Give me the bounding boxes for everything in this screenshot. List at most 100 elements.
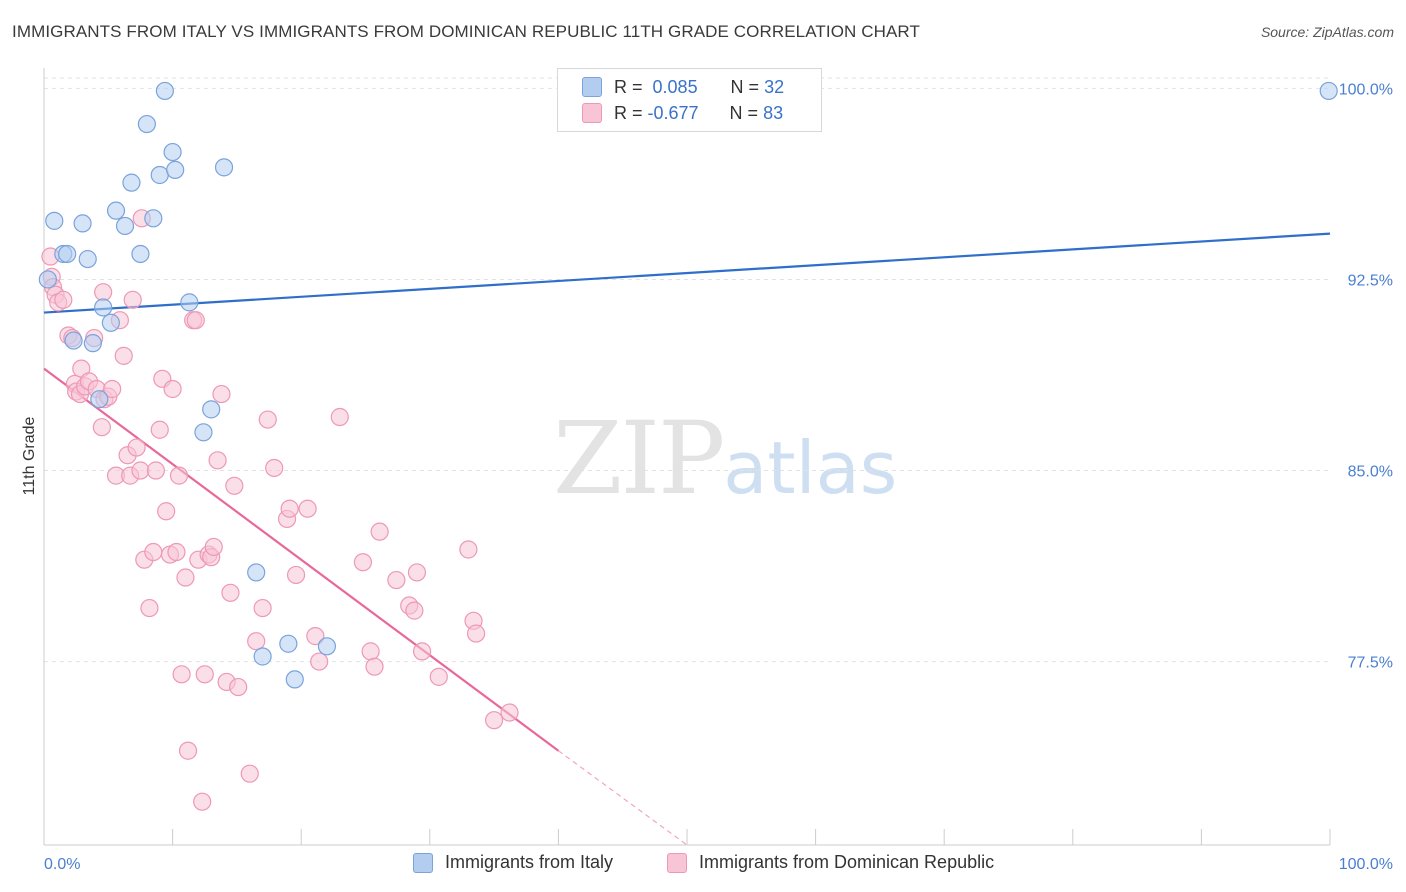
data-point-italy (38, 270, 57, 289)
data-point-dr (310, 652, 329, 671)
chart-title: IMMIGRANTS FROM ITALY VS IMMIGRANTS FROM… (12, 22, 920, 41)
data-point-dr (306, 627, 325, 646)
stats-n-value: 83 (763, 102, 784, 123)
data-point-italy (214, 158, 234, 177)
data-point-dr (103, 379, 122, 399)
data-point-dr (140, 598, 159, 618)
data-point-dr (186, 311, 205, 330)
data-point-italy (78, 249, 97, 269)
data-point-italy (45, 211, 64, 230)
watermark: ZIPatlas (553, 400, 897, 517)
legend-swatch-italy (413, 852, 433, 873)
data-point-italy (150, 165, 169, 185)
data-point-italy (247, 563, 266, 582)
trend-line-extension-dr (558, 750, 688, 846)
data-point-italy (94, 298, 113, 317)
data-point-italy (253, 647, 272, 666)
watermark-zip: ZIP (553, 400, 725, 517)
legend-item-dr[interactable]: Immigrants from Dominican Republic (667, 852, 994, 873)
data-point-italy (137, 114, 156, 134)
stats-legend: R = 0.085 N = 32 R = -0.677 N = 83 (557, 68, 822, 132)
data-point-dr (353, 553, 373, 572)
data-point-italy (163, 142, 182, 162)
data-point-italy (131, 244, 150, 264)
data-point-italy (64, 331, 83, 350)
data-point-dr (204, 537, 223, 557)
data-point-italy (285, 670, 304, 689)
data-point-dr (131, 461, 150, 480)
stats-n-value: 32 (764, 76, 785, 97)
data-point-dr (412, 642, 432, 661)
legend-label-dr: Immigrants from Dominican Republic (699, 852, 995, 872)
y-tick-label: 77.5% (1348, 655, 1393, 672)
stats-swatch-dr (582, 103, 602, 123)
trend-lines (43, 232, 1331, 846)
data-point-dr (123, 290, 142, 309)
grid-lines (44, 77, 1330, 663)
data-point-dr (54, 290, 73, 309)
data-point-dr (387, 570, 406, 590)
data-point-italy (202, 400, 221, 419)
data-point-dr (407, 563, 427, 582)
data-point-dr (167, 542, 186, 562)
stats-n-label: N = (730, 76, 760, 97)
data-point-dr (221, 583, 240, 602)
data-point-dr (229, 677, 248, 697)
trend-line-italy (43, 232, 1331, 314)
data-point-dr (365, 657, 384, 676)
data-point-italy (58, 244, 77, 264)
data-point-italy (106, 201, 126, 220)
data-point-italy (155, 81, 174, 101)
data-point-dr (485, 711, 504, 730)
data-point-dr (429, 667, 448, 686)
stats-r-value: 0.085 (652, 76, 698, 97)
data-point-dr (208, 451, 227, 470)
y-tick-label: 100.0% (1339, 81, 1393, 98)
data-point-italy (194, 423, 213, 442)
data-point-italy (122, 173, 141, 192)
data-point-dr (127, 438, 146, 457)
data-point-dr (212, 384, 231, 404)
chart-source: Source: ZipAtlas.com (1260, 24, 1394, 40)
data-point-italy (83, 334, 102, 353)
legend-item-italy[interactable]: Immigrants from Italy (413, 852, 613, 873)
data-point-dr (265, 458, 284, 478)
data-point-italy (1319, 81, 1338, 101)
data-point-dr (172, 665, 191, 684)
y-axis-label: 11th Grade (21, 416, 38, 495)
data-point-dr (225, 476, 244, 495)
tick-labels: 77.5% 85.0% 92.5% 100.0% 0.0% 100.0% (44, 81, 1393, 873)
data-point-italy (73, 214, 92, 233)
stats-row-italy: R = 0.085 N = 32 (582, 74, 784, 100)
data-point-dr (144, 542, 163, 562)
y-tick-label: 85.0% (1348, 464, 1393, 481)
trend-line-dr (43, 367, 560, 752)
data-point-dr (146, 461, 165, 480)
data-point-dr (157, 502, 176, 521)
data-point-dr (114, 346, 133, 365)
legend-swatch-dr (667, 852, 687, 873)
data-point-dr (163, 379, 182, 399)
stats-swatch-italy (582, 77, 602, 97)
data-point-italy (317, 637, 337, 656)
data-point-dr (258, 410, 277, 429)
data-point-dr (94, 283, 113, 302)
bottom-legend: Immigrants from Italy Immigrants from Do… (0, 850, 1406, 880)
data-point-dr (298, 499, 317, 518)
legend-label-italy: Immigrants from Italy (445, 852, 614, 872)
data-point-italy (166, 160, 185, 180)
data-point-italy (90, 390, 109, 409)
data-point-italy (144, 209, 163, 228)
data-point-dr (195, 665, 214, 684)
data-point-dr (150, 420, 169, 439)
data-point-dr (361, 642, 380, 661)
data-point-italy (115, 216, 135, 236)
data-point-dr (459, 540, 478, 559)
stats-row-dr: R = -0.677 N = 83 (582, 100, 783, 126)
data-point-dr (370, 522, 389, 541)
data-point-dr (280, 499, 299, 518)
stats-r-value: -0.677 (647, 102, 699, 123)
data-point-dr (405, 601, 424, 620)
data-points (38, 81, 1338, 811)
